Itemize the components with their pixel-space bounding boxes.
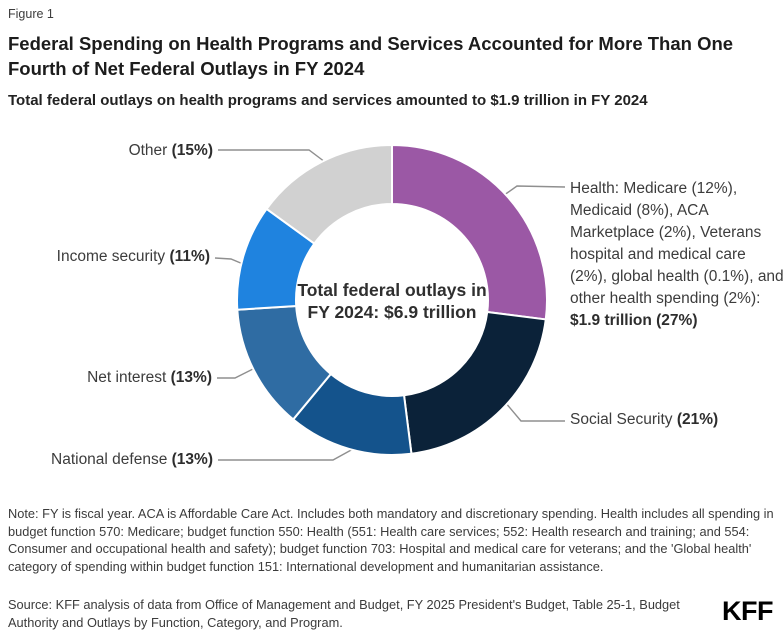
slice-label-income-security: Income security (11%) bbox=[8, 247, 210, 267]
slice-label-income-security-pct: (11%) bbox=[169, 248, 211, 265]
slice-label-social-security: Social Security (21%) bbox=[570, 410, 783, 430]
slice-label-social-security-text: Social Security bbox=[570, 411, 677, 428]
leader-line-health bbox=[499, 185, 566, 199]
leader-line-net-interest bbox=[217, 367, 256, 379]
leader-line-other bbox=[218, 149, 326, 163]
note-text: Note: FY is fiscal year. ACA is Affordab… bbox=[8, 506, 774, 574]
donut-slice-social-security[interactable] bbox=[402, 310, 547, 455]
slice-label-national-defense: National defense (13%) bbox=[8, 450, 213, 470]
leader-lines bbox=[214, 149, 566, 461]
page-title: Federal Spending on Health Programs and … bbox=[8, 33, 734, 79]
slice-label-other-pct: (15%) bbox=[171, 142, 213, 159]
source-text: Source: KFF analysis of data from Office… bbox=[8, 597, 680, 630]
slice-label-income-security-text: Income security bbox=[56, 248, 170, 265]
slice-label-net-interest-text: Net interest bbox=[87, 369, 171, 386]
kff-logo: KFF bbox=[722, 596, 773, 626]
slice-label-other-text: Other bbox=[128, 142, 172, 159]
donut-slice-other[interactable] bbox=[265, 143, 393, 245]
slice-label-health-pct: $1.9 trillion (27%) bbox=[570, 312, 698, 329]
figure-label: Figure 1 bbox=[8, 7, 54, 21]
slice-label-other: Other (15%) bbox=[8, 141, 213, 161]
slice-label-national-defense-pct: (13%) bbox=[171, 451, 213, 468]
leader-line-income-security bbox=[214, 257, 244, 265]
page-subtitle: Total federal outlays on health programs… bbox=[8, 92, 648, 109]
donut-center-label: Total federal outlays in FY 2024: $6.9 t… bbox=[277, 279, 507, 323]
slice-label-national-defense-text: National defense bbox=[51, 451, 172, 468]
slice-label-net-interest-pct: (13%) bbox=[170, 369, 212, 386]
slice-label-net-interest: Net interest (13%) bbox=[8, 368, 212, 388]
leader-line-social-security bbox=[504, 401, 565, 422]
donut-center-label-line1: Total federal outlays in bbox=[297, 280, 487, 300]
leader-line-national-defense bbox=[218, 448, 354, 461]
slice-label-health: Health: Medicare (12%), Medicaid (8%), A… bbox=[570, 178, 783, 332]
slice-label-social-security-pct: (21%) bbox=[676, 411, 719, 428]
donut-center-label-line2: FY 2024: $6.9 trillion bbox=[307, 302, 477, 322]
donut-slice-health[interactable] bbox=[391, 143, 549, 321]
slice-label-health-text: Health: Medicare (12%), Medicaid (8%), A… bbox=[570, 180, 783, 307]
